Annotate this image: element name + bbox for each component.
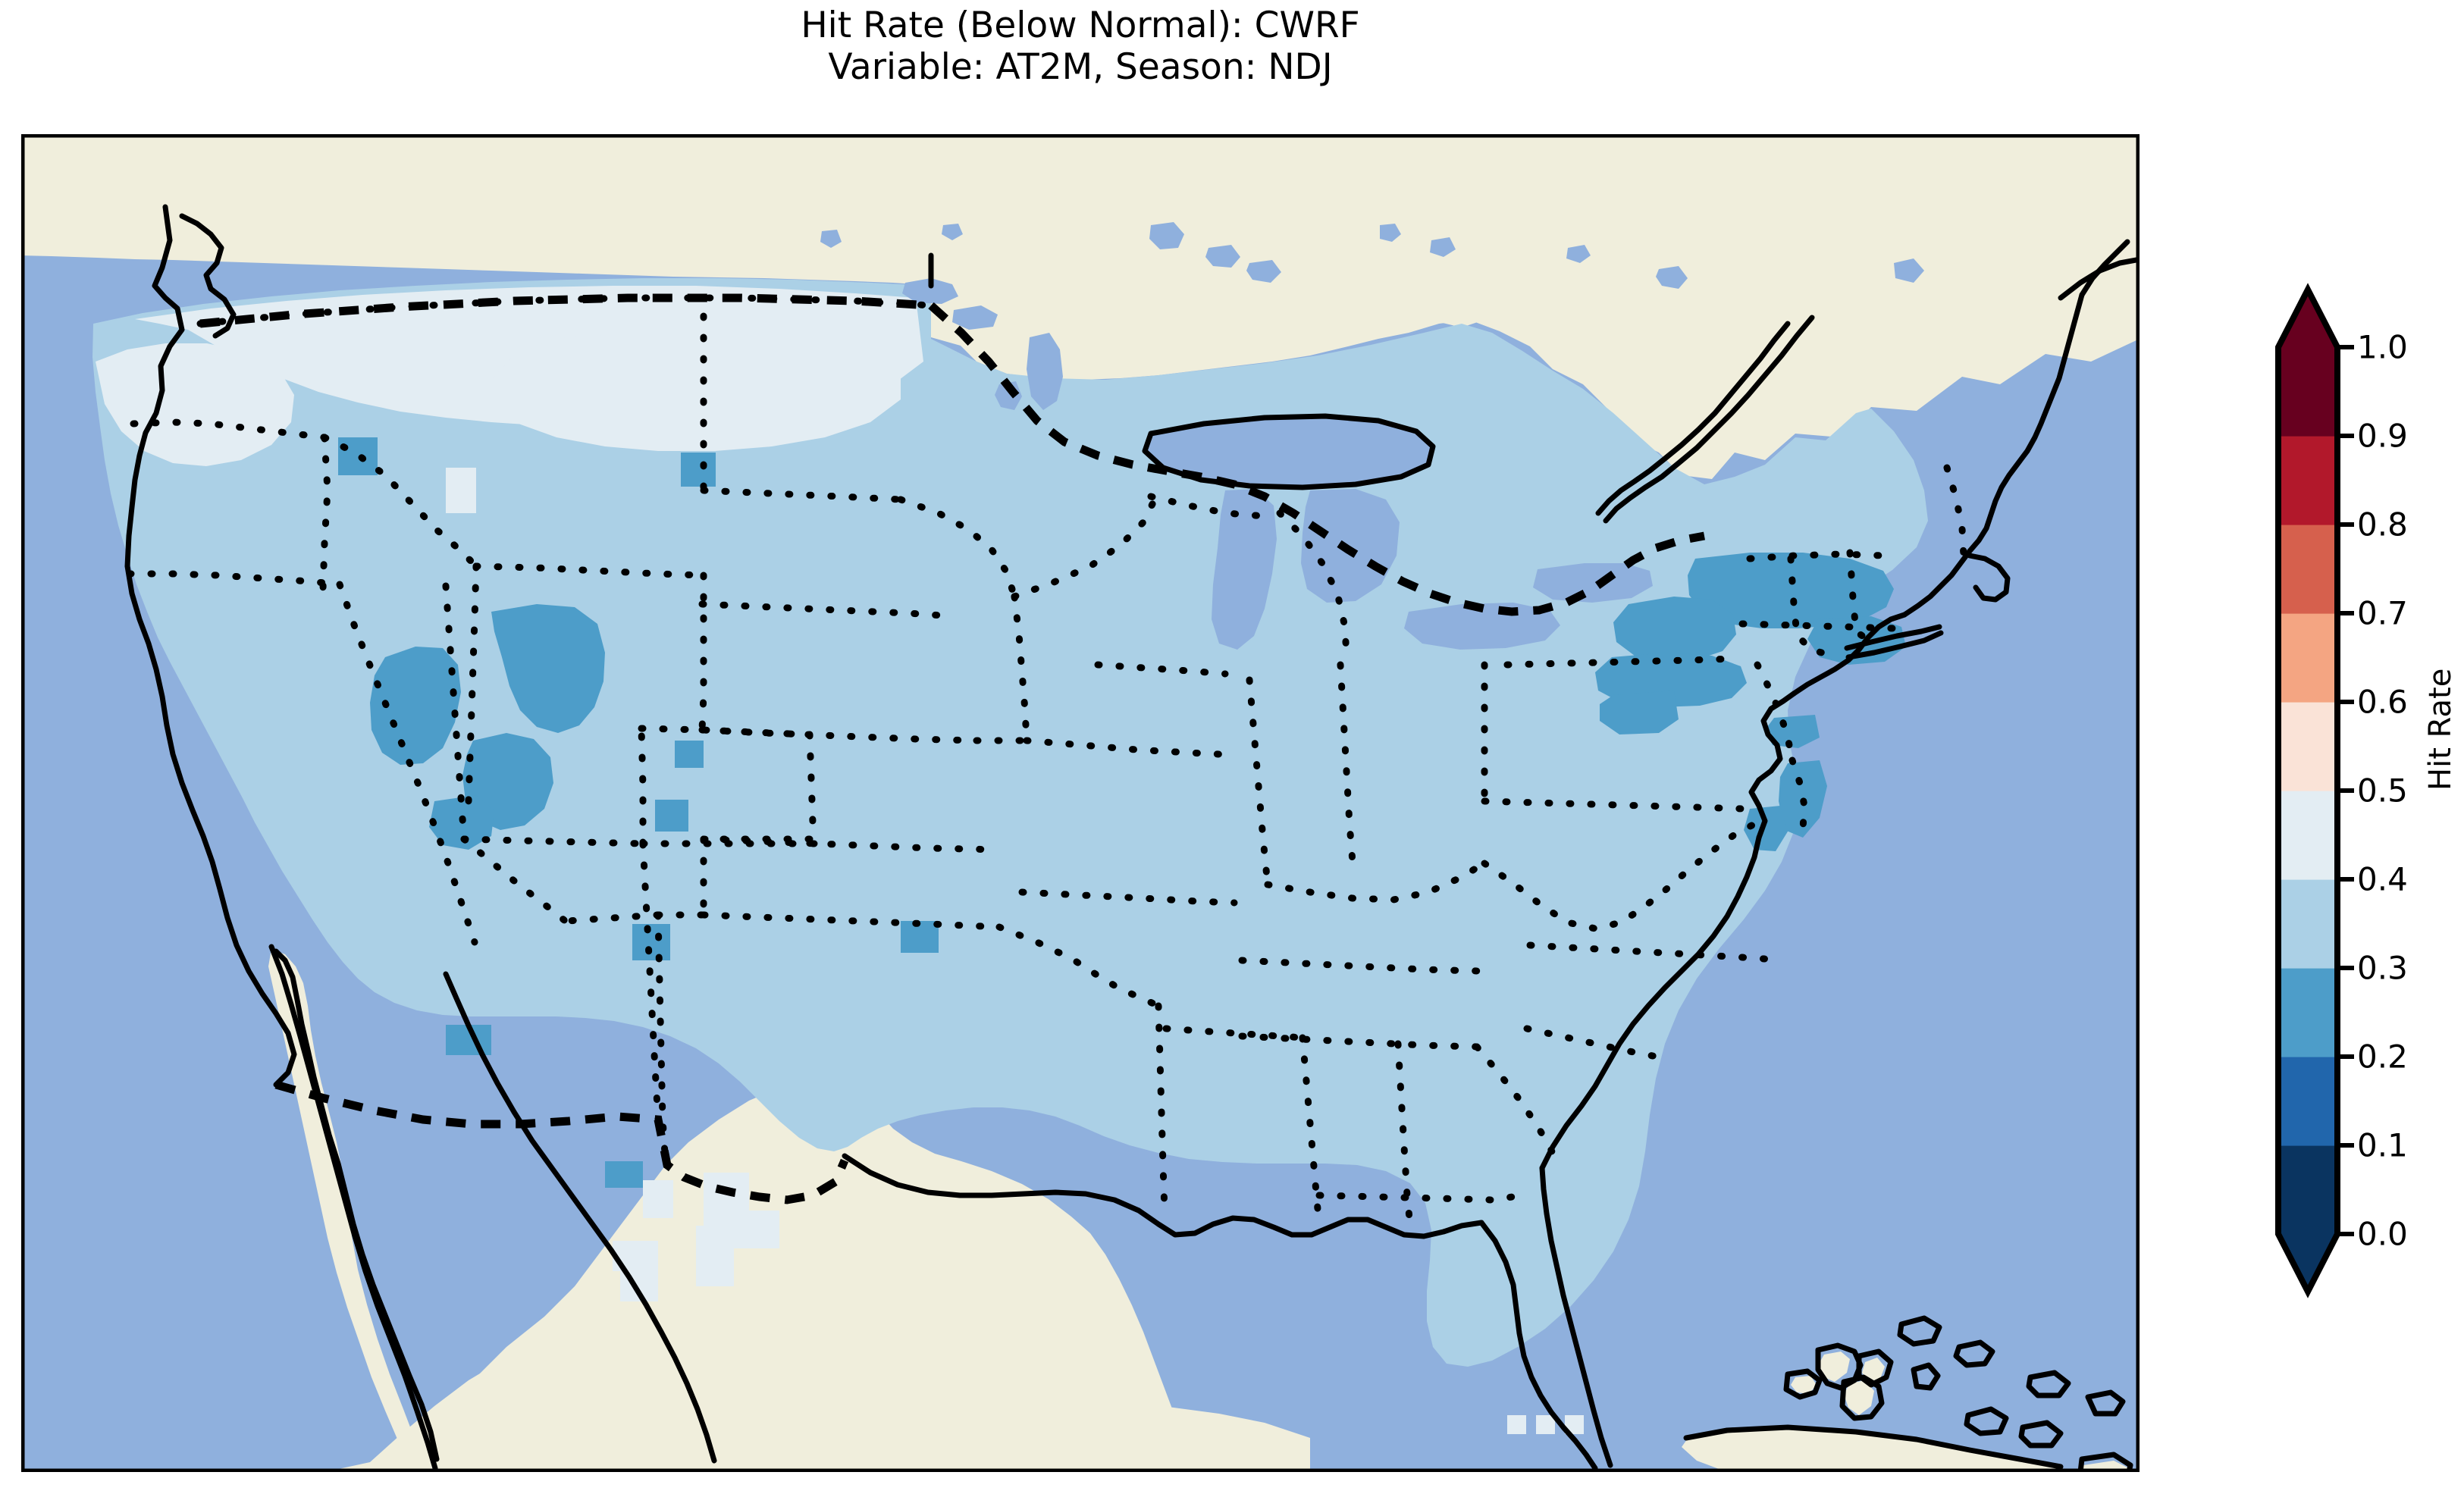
colorbar-band [2278, 879, 2337, 969]
colorbar-tick-label: 0.7 [2357, 594, 2408, 632]
colorbar-tick-label: 0.5 [2357, 772, 2408, 810]
colorbar-tick-label: 0.9 [2357, 417, 2408, 455]
colorbar-tick-label: 0.2 [2357, 1038, 2408, 1076]
page-title: Hit Rate (Below Normal): CWRF Variable: … [0, 5, 2161, 88]
colorbar-band [2278, 436, 2337, 525]
colorbar-band [2278, 525, 2337, 614]
colorbar[interactable]: 0.0 0.1 0.2 0.3 0.4 0.5 0.6 0.7 0.8 0.9 1.0 [2275, 241, 2408, 1340]
colorbar-extend-high [2278, 290, 2337, 347]
colorbar-band [2278, 968, 2337, 1057]
colorbar-band [2278, 347, 2337, 437]
colorbar-tick-label: 0.4 [2357, 860, 2408, 898]
colorbar-band [2278, 1145, 2337, 1235]
title-line-2: Variable: AT2M, Season: NDJ [828, 45, 1333, 88]
title-line-1: Hit Rate (Below Normal): CWRF [801, 5, 1360, 46]
colorbar-tick-label: 0.1 [2357, 1126, 2408, 1164]
colorbar-label: Hit Rate [2423, 668, 2458, 791]
colorbar-band [2278, 791, 2337, 880]
colorbar-tick-label: 0.6 [2357, 683, 2408, 721]
colorbar-band [2278, 1057, 2337, 1146]
colorbar-band [2278, 702, 2337, 791]
colorbar-tick-label: 0.8 [2357, 506, 2408, 543]
map-axes[interactable] [21, 134, 2140, 1472]
colorbar-tick-label: 0.3 [2357, 949, 2408, 987]
colorbar-band [2278, 613, 2337, 703]
colorbar-gradient [2275, 283, 2354, 1298]
colorbar-tick-label: 1.0 [2357, 328, 2408, 366]
map-raster [24, 137, 2136, 1469]
colorbar-tick-label: 0.0 [2357, 1215, 2408, 1253]
colorbar-extend-low [2278, 1234, 2337, 1292]
